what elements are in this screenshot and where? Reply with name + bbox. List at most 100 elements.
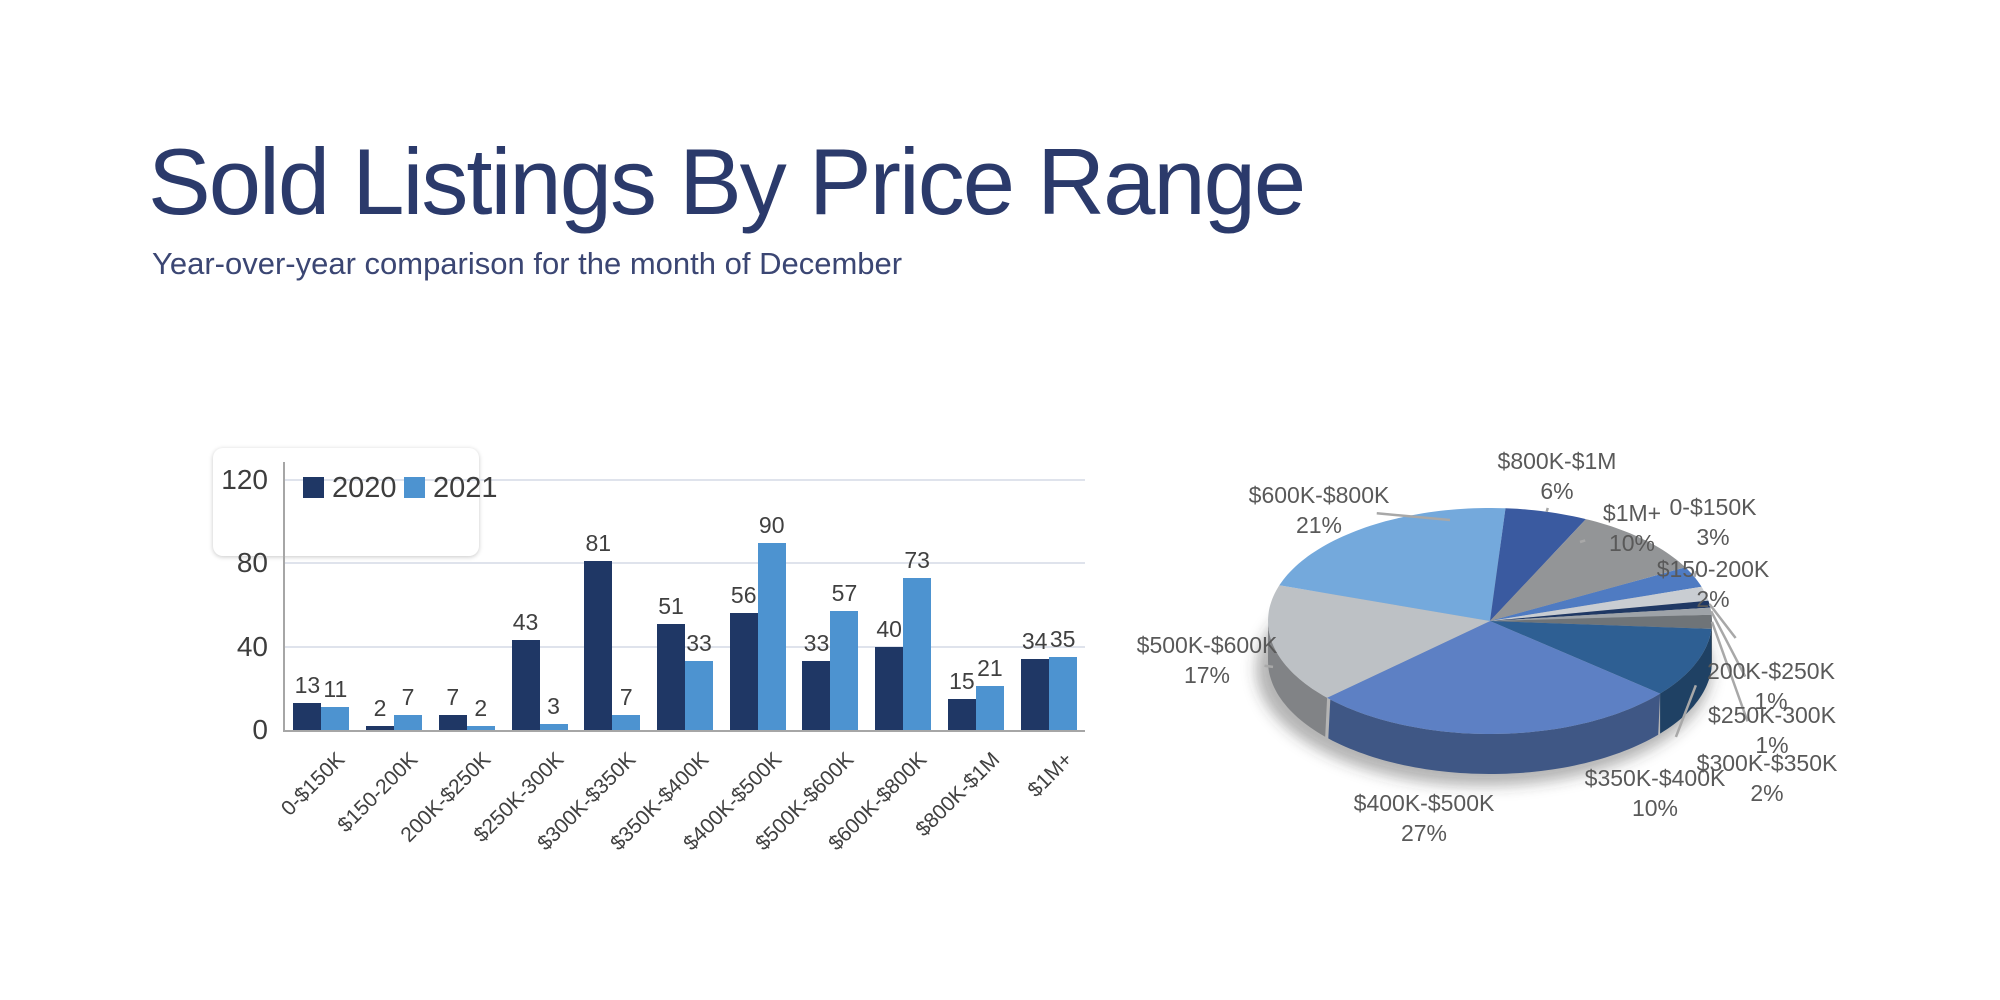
bar-2020-$350K-$400K (657, 623, 685, 730)
pie-chart: 0-$150K 3% $150-200K 2% 200K-$250K 1% $250K-30… (1100, 430, 1900, 900)
pie-slice-side-$500K-$600K (1268, 622, 1328, 737)
gridline-40 (285, 645, 1085, 648)
bar-2021-$250K-300K (539, 723, 568, 730)
bar-2020-$150-200K (366, 725, 395, 730)
pie-label-pct: 27% (1400, 820, 1448, 846)
pie-slice-0-$150K (1490, 567, 1702, 621)
pie-leader-line (1708, 603, 1737, 639)
bar-value-label: 7 (446, 684, 460, 711)
bar-2020-$400K-$500K (729, 613, 758, 730)
pie-label-text: 200K-$250K (1707, 658, 1835, 684)
bar-value-label: 51 (658, 592, 684, 619)
pie-slice-$800K-$1M (1490, 508, 1586, 621)
pie-label-text: $400K-$500K (1353, 790, 1495, 816)
bar-value-label: 7 (619, 684, 633, 711)
pie-label-pct: 10% (1608, 530, 1656, 556)
x-tick-label: $600K-$800K (824, 748, 932, 856)
pie-label-pct: 1% (1755, 732, 1789, 758)
bar-value-label: 90 (758, 511, 785, 538)
bar-value-label: 33 (686, 630, 712, 657)
bar-2020-$250K-300K (511, 640, 540, 730)
page-subtitle: Year-over-year comparison for the month … (152, 246, 903, 281)
legend-label-2021: 2021 (433, 472, 498, 504)
bar-2020-0-$150K (293, 702, 322, 730)
pie-label-text: 0-$150K (1669, 494, 1757, 520)
pie-label-text: $250K-300K (1708, 702, 1836, 728)
pie-label-text: $500K-$600K (1136, 632, 1278, 658)
x-tick-label: $150-200K (333, 748, 423, 837)
pie-slice-200K-$250K (1490, 600, 1711, 621)
pie-label-pct: 6% (1540, 478, 1574, 504)
gridline-120 (285, 479, 1085, 481)
y-axis-line (283, 462, 285, 732)
bar-value-label: 2 (373, 694, 387, 721)
bar-value-label: 43 (512, 609, 539, 636)
x-tick-label: $250K-300K (468, 748, 568, 847)
pie-leader-line (1376, 512, 1451, 522)
pie-label-text: $350K-$400K (1584, 765, 1726, 791)
x-tick-label: $300K-$350K (533, 748, 641, 856)
pie-slice-$150-200K (1490, 586, 1709, 621)
bar-value-label: 34 (1021, 628, 1048, 655)
pie-slice-$300K-$350K (1490, 614, 1712, 629)
x-tick-label: 0-$150K (277, 748, 350, 821)
bar-2021-$150-200K (394, 715, 423, 730)
pie-label-text: $1M+ (1602, 500, 1662, 526)
bar-value-label: 21 (977, 655, 1003, 682)
bar-2020-$500K-$600K (802, 661, 831, 730)
pie-label-200K-$250K: 200K-$250K 1% (1671, 656, 1871, 716)
pie-leader-line (1264, 664, 1274, 669)
legend-label-2020: 2020 (332, 472, 397, 504)
pie-label-pct: 21% (1295, 512, 1343, 538)
pie-leader-line (1674, 684, 1698, 738)
bar-2021-0-$150K (321, 707, 350, 730)
pie-slice-$350K-$400K (1490, 621, 1712, 694)
pie-slice-side-$400K-$500K (1328, 693, 1661, 774)
y-tick-label: 40 (236, 630, 268, 662)
pie-label-$400K-$500K: $400K-$500K 27% (1324, 788, 1524, 848)
pie-label-text: $800K-$1M (1497, 448, 1617, 474)
pie-slice-side-$350K-$400K (1660, 628, 1712, 734)
x-tick-label: $350K-$400K (606, 748, 714, 856)
pie-label-$300K-$350K: $300K-$350K 2% (1667, 748, 1867, 808)
pie-label-pct: 3% (1696, 524, 1730, 550)
bar-2020-$600K-$800K (875, 646, 904, 730)
bar-2021-$350K-$400K (685, 661, 713, 730)
gridline-80 (285, 562, 1085, 565)
bar-value-label: 15 (949, 667, 975, 694)
bar-2020-$800K-$1M (947, 698, 976, 730)
bar-2021-$1M+ (1048, 657, 1077, 730)
pie-slice-$400K-$500K (1327, 621, 1661, 734)
bar-value-label: 33 (803, 630, 830, 657)
pie-label-pct: 2% (1750, 780, 1784, 806)
pie-slice-$250K-300K (1490, 607, 1712, 621)
pie-label-pct: 10% (1631, 795, 1679, 821)
x-tick-label: 200K-$250K (396, 748, 496, 847)
y-tick-label: 120 (221, 464, 268, 495)
bar-value-label: 40 (876, 615, 902, 642)
y-tick-label: 80 (236, 547, 268, 579)
pie-label-$150-200K: $150-200K 2% (1613, 554, 1813, 614)
pie-label-$350K-$400K: $350K-$400K 10% (1555, 763, 1755, 823)
page-title: Sold Listings By Price Range (148, 129, 1306, 234)
x-tick-label: $800K-$1M (911, 748, 1005, 842)
bar-2021-200K-$250K (466, 725, 495, 730)
pie-svg (1256, 507, 1749, 786)
pie-slice-$600K-$800K (1279, 508, 1506, 621)
bar-value-label: 7 (401, 684, 415, 711)
bar-value-label: 56 (730, 582, 757, 609)
pie-label-$500K-$600K: $500K-$600K 17% (1107, 630, 1307, 690)
y-tick-label: 0 (252, 714, 268, 745)
bar-value-label: 81 (585, 530, 612, 557)
bar-value-label: 57 (831, 580, 858, 607)
bar-value-label: 13 (294, 671, 321, 698)
pie-label-$600K-$800K: $600K-$800K 21% (1219, 480, 1419, 540)
x-tick-label: $500K-$600K (751, 748, 859, 856)
pie-leader-line (1693, 570, 1698, 578)
bar-value-label: 73 (904, 546, 930, 573)
pie-leader-line (1710, 610, 1747, 678)
chart-card-background (213, 448, 479, 556)
bar-2021-$800K-$1M (975, 686, 1004, 730)
